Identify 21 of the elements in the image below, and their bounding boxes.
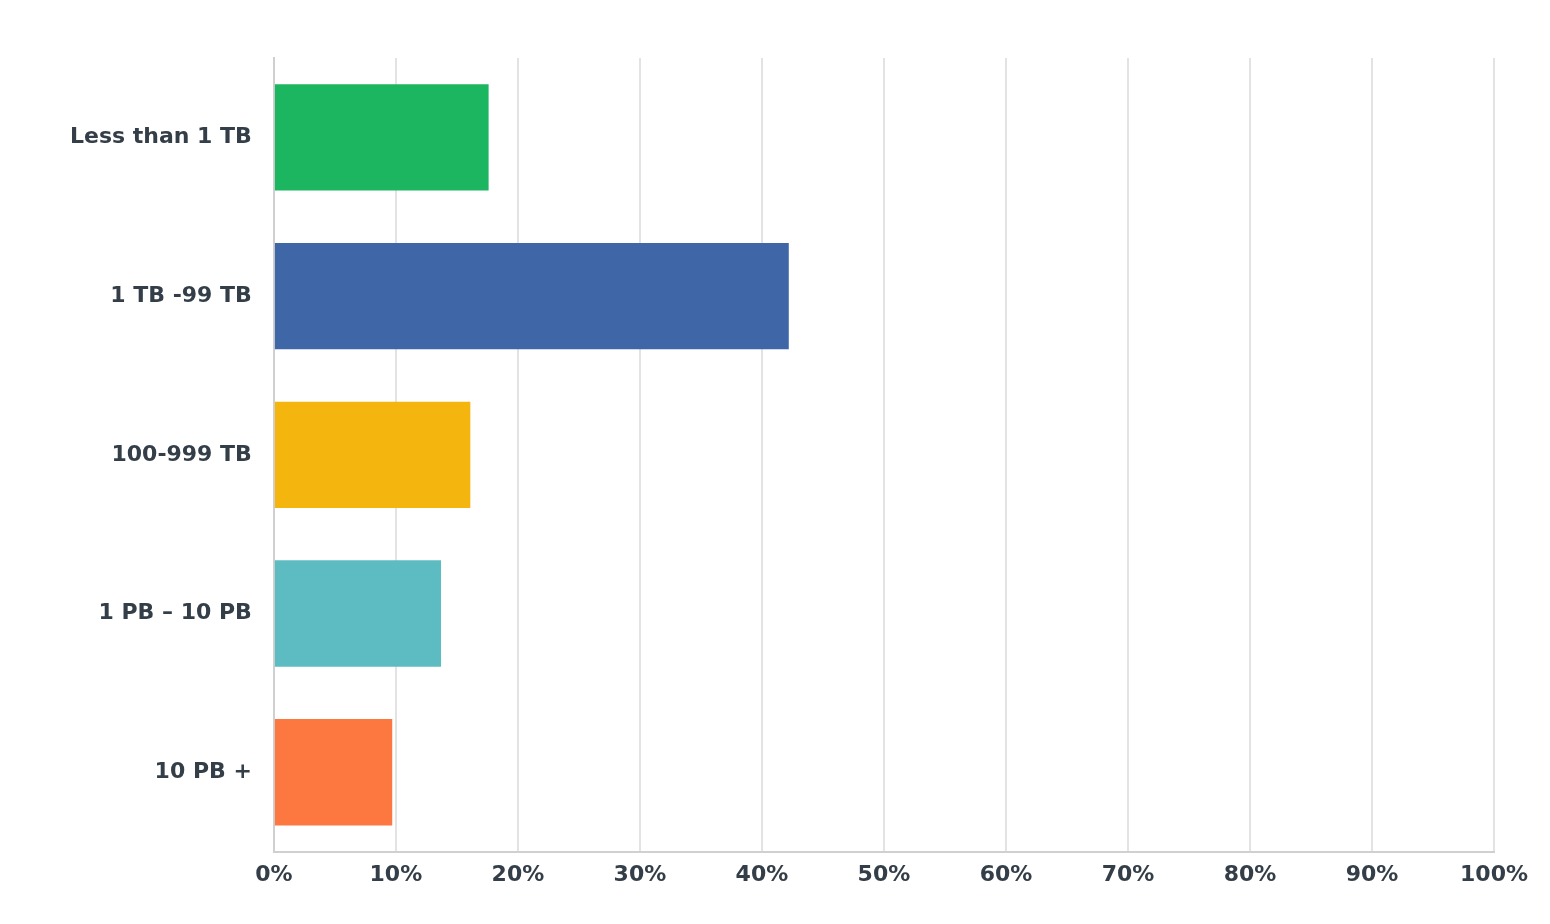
x-tick-label: 20% <box>491 860 545 886</box>
bar <box>274 401 471 508</box>
y-tick-label: 10 PB + <box>154 757 252 783</box>
x-tick-label: 40% <box>735 860 789 886</box>
y-tick-label: 1 TB -99 TB <box>110 281 252 307</box>
bar <box>274 719 393 826</box>
x-tick-label: 30% <box>613 860 667 886</box>
x-tick-label: 0% <box>255 860 293 886</box>
x-tick-label: 80% <box>1223 860 1277 886</box>
x-tick-label: 70% <box>1101 860 1155 886</box>
bar <box>274 560 442 667</box>
y-tick-label: 100-999 TB <box>111 440 252 466</box>
x-tick-label: 100% <box>1460 860 1528 886</box>
bar <box>274 242 789 350</box>
x-tick-label: 50% <box>857 860 911 886</box>
y-tick-label: 1 PB – 10 PB <box>98 599 252 625</box>
x-tick-label: 10% <box>369 860 423 886</box>
y-tick-label: Less than 1 TB <box>69 123 252 149</box>
x-tick-label: 90% <box>1345 860 1399 886</box>
bar <box>274 84 489 191</box>
x-tick-label: 60% <box>979 860 1033 886</box>
